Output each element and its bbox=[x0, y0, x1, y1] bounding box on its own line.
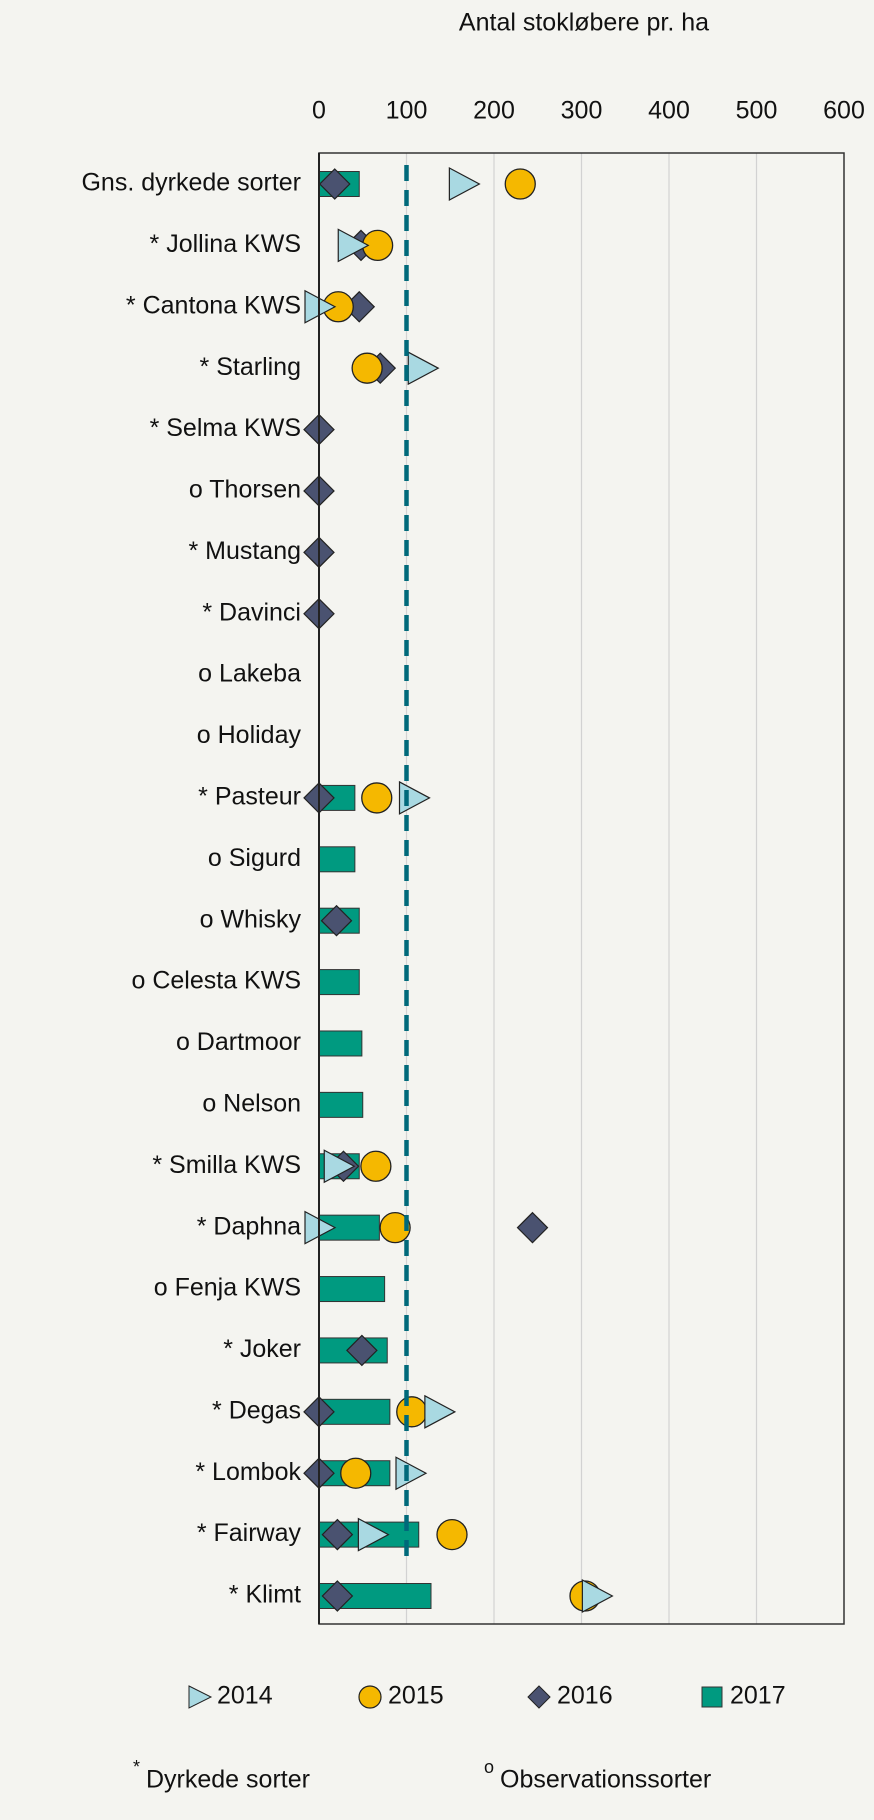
legend-label: 2016 bbox=[557, 1682, 613, 1710]
bar bbox=[318, 1091, 364, 1118]
marker bbox=[379, 1212, 411, 1244]
marker bbox=[436, 1518, 468, 1551]
y-tick-label: * Fairway bbox=[197, 1519, 302, 1547]
marker bbox=[504, 168, 536, 200]
marker bbox=[323, 1149, 356, 1184]
marker bbox=[424, 1394, 457, 1429]
x-tick-label: 0 bbox=[312, 97, 326, 125]
legend-label: 2017 bbox=[730, 1682, 786, 1710]
x-tick-label: 300 bbox=[561, 97, 603, 125]
y-tick-label: * Cantona KWS bbox=[126, 291, 301, 319]
marker bbox=[340, 1457, 372, 1489]
y-tick-label: Gns. dyrkede sorter bbox=[81, 169, 301, 197]
y-tick-label: o Sigurd bbox=[208, 844, 301, 872]
marker bbox=[321, 1518, 354, 1551]
legend-label: 2014 bbox=[217, 1682, 273, 1710]
y-tick-label: * Mustang bbox=[188, 537, 301, 565]
marker bbox=[337, 228, 370, 263]
footnote-text: Observationssorter bbox=[500, 1766, 711, 1794]
y-tick-label: * Lombok bbox=[195, 1458, 301, 1486]
marker bbox=[346, 1334, 378, 1367]
bar bbox=[318, 1030, 363, 1057]
legend-swatch bbox=[701, 1686, 723, 1708]
marker bbox=[321, 1580, 354, 1612]
marker bbox=[395, 1456, 428, 1491]
bar bbox=[318, 969, 360, 996]
marker bbox=[351, 352, 383, 384]
footnote-text: Dyrkede sorter bbox=[146, 1766, 310, 1794]
y-tick-label: * Selma KWS bbox=[150, 414, 301, 442]
y-tick-label: * Davinci bbox=[202, 598, 301, 626]
axis-title: Antal stokløbere pr. ha bbox=[459, 9, 709, 37]
legend-swatch bbox=[527, 1685, 551, 1709]
x-tick-label: 600 bbox=[823, 97, 865, 125]
y-tick-label: o Holiday bbox=[197, 721, 302, 749]
bar bbox=[318, 1276, 386, 1303]
x-tick-label: 500 bbox=[736, 97, 778, 125]
y-tick-label: * Smilla KWS bbox=[152, 1151, 301, 1179]
y-tick-label: o Thorsen bbox=[189, 476, 301, 504]
y-tick-label: o Whisky bbox=[200, 905, 302, 933]
bar bbox=[318, 846, 356, 873]
y-tick-label: o Nelson bbox=[202, 1089, 301, 1117]
footnote-symbol: * bbox=[133, 1757, 140, 1777]
marker bbox=[396, 1396, 428, 1428]
marker bbox=[448, 167, 481, 201]
marker bbox=[581, 1579, 614, 1613]
legend-swatch bbox=[358, 1685, 382, 1709]
marker bbox=[320, 904, 353, 937]
x-tick-label: 100 bbox=[386, 97, 428, 125]
y-tick-label: * Degas bbox=[212, 1396, 301, 1424]
y-tick-label: * Joker bbox=[223, 1335, 301, 1363]
marker bbox=[318, 168, 351, 200]
marker bbox=[516, 1211, 549, 1244]
y-tick-label: o Dartmoor bbox=[176, 1028, 301, 1056]
marker bbox=[360, 1150, 392, 1182]
y-tick-label: * Daphna bbox=[197, 1212, 301, 1240]
y-tick-label: o Celesta KWS bbox=[131, 967, 301, 995]
marker bbox=[361, 782, 393, 814]
x-tick-label: 400 bbox=[648, 97, 690, 125]
x-tick-label: 200 bbox=[473, 97, 515, 125]
y-tick-label: * Klimt bbox=[229, 1581, 301, 1609]
y-tick-label: o Lakeba bbox=[198, 660, 301, 688]
y-tick-label: * Jollina KWS bbox=[150, 230, 301, 258]
y-tick-label: * Pasteur bbox=[198, 783, 301, 811]
y-tick-label: o Fenja KWS bbox=[154, 1274, 301, 1302]
footnote-symbol: o bbox=[484, 1757, 494, 1777]
legend-label: 2015 bbox=[388, 1682, 444, 1710]
legend-swatch bbox=[188, 1685, 213, 1709]
marker bbox=[357, 1517, 390, 1552]
y-tick-label: * Starling bbox=[200, 353, 301, 381]
